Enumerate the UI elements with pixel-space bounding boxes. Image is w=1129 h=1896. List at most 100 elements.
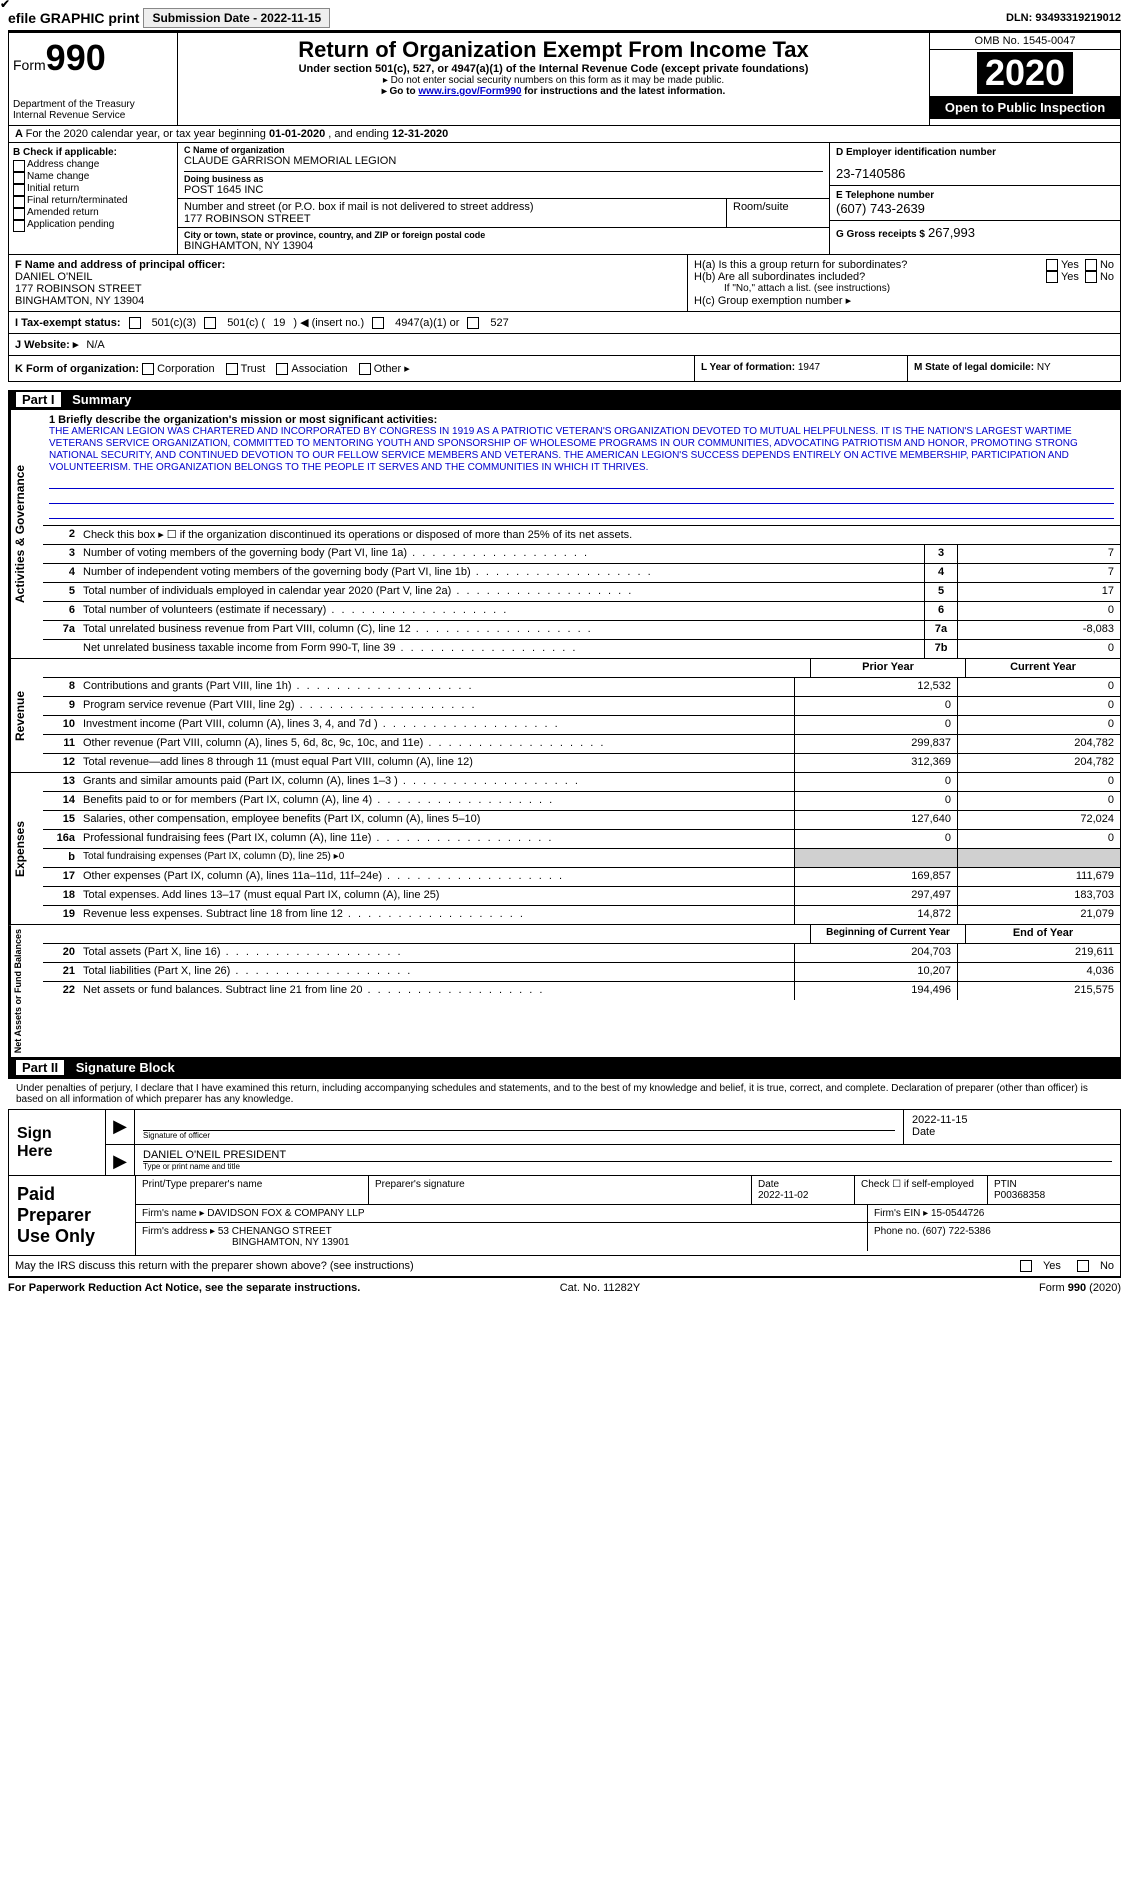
firm-phone-label: Phone no. xyxy=(874,1226,920,1237)
preparer-word: Preparer xyxy=(17,1205,127,1226)
chk-amended-return[interactable]: Amended return xyxy=(13,207,173,218)
l3-desc: Number of voting members of the governin… xyxy=(83,547,407,559)
firm-addr2: BINGHAMTON, NY 13901 xyxy=(142,1237,861,1248)
tax-exempt-row: I Tax-exempt status: 501(c)(3) 501(c) (1… xyxy=(8,312,1121,334)
discuss-no: No xyxy=(1100,1260,1114,1272)
l16b-no: b xyxy=(43,849,79,867)
part1-no: Part I xyxy=(16,392,61,407)
l5-no: 5 xyxy=(43,583,79,601)
form-note2: ▸ Go to www.irs.gov/Form990 for instruct… xyxy=(182,86,925,97)
hb-label: H(b) Are all subordinates included? xyxy=(694,271,1046,283)
chk-501c3[interactable] xyxy=(129,317,141,329)
line2: Check this box ▸ ☐ if the organization d… xyxy=(79,526,1120,544)
col-d: D Employer identification number 23-7140… xyxy=(829,143,1120,254)
ha-yes: Yes xyxy=(1061,259,1079,271)
chk-initial-return[interactable]: Initial return xyxy=(13,183,173,194)
l17-curr: 111,679 xyxy=(957,868,1120,886)
l18-prior: 297,497 xyxy=(794,887,957,905)
cat-no: Cat. No. 11282Y xyxy=(560,1282,641,1294)
discuss-yes-checkbox[interactable] xyxy=(1020,1260,1032,1272)
blank-line xyxy=(49,506,1114,519)
discuss-yes: Yes xyxy=(1043,1260,1061,1272)
street-cell: Number and street (or P.O. box if mail i… xyxy=(178,199,727,227)
ein-label: D Employer identification number xyxy=(836,147,1114,158)
paid-word: Paid xyxy=(17,1184,127,1205)
l17-desc: Other expenses (Part IX, column (A), lin… xyxy=(83,870,382,882)
prep-date-hdr: Date xyxy=(758,1179,848,1190)
l21-desc: Total liabilities (Part X, line 26) xyxy=(83,965,230,977)
l16b-prior xyxy=(794,849,957,867)
part2-title: Signature Block xyxy=(76,1060,175,1075)
signature-field[interactable]: Signature of officer xyxy=(135,1110,904,1144)
hb-no-checkbox[interactable] xyxy=(1085,271,1097,283)
pra-notice: For Paperwork Reduction Act Notice, see … xyxy=(8,1282,360,1294)
l22-desc: Net assets or fund balances. Subtract li… xyxy=(83,984,362,996)
group-return: H(a) Is this a group return for subordin… xyxy=(688,255,1120,311)
row-fh: F Name and address of principal officer:… xyxy=(8,255,1121,312)
discuss-no-checkbox[interactable] xyxy=(1077,1260,1089,1272)
form-ref: Form 990 (2020) xyxy=(1039,1282,1121,1294)
chk-final-return[interactable]: Final return/terminated xyxy=(13,195,173,206)
chk-other[interactable] xyxy=(359,363,371,375)
room-label: Room/suite xyxy=(733,201,823,213)
city-cell: City or town, state or province, country… xyxy=(178,228,829,254)
street-label: Number and street (or P.O. box if mail i… xyxy=(184,201,720,213)
chk-application-pending[interactable]: Application pending xyxy=(13,219,173,230)
l22-end: 215,575 xyxy=(957,982,1120,1000)
l16b-desc: Total fundraising expenses (Part IX, col… xyxy=(83,851,344,862)
ha-yes-checkbox[interactable] xyxy=(1046,259,1058,271)
omb-number: OMB No. 1545-0047 xyxy=(930,33,1120,50)
chk-name-change[interactable]: Name change xyxy=(13,171,173,182)
chk-4947[interactable] xyxy=(372,317,384,329)
officer-addr1: 177 ROBINSON STREET xyxy=(15,283,681,295)
l20-no: 20 xyxy=(43,944,79,962)
irs-link[interactable]: www.irs.gov/Form990 xyxy=(418,86,521,97)
chk-trust[interactable] xyxy=(226,363,238,375)
dln-label: DLN: 93493319219012 xyxy=(1006,12,1121,24)
expenses-section: Expenses 13Grants and similar amounts pa… xyxy=(8,773,1121,925)
sig-arrow-icon: ▶ xyxy=(106,1145,135,1175)
l7a-val: -8,083 xyxy=(957,621,1120,639)
firm-addr-label: Firm's address ▸ xyxy=(142,1226,215,1237)
chk-corporation[interactable] xyxy=(142,363,154,375)
city-label: City or town, state or province, country… xyxy=(184,230,823,240)
submission-date-button[interactable]: Submission Date - 2022-11-15 xyxy=(143,8,330,28)
chk-association[interactable] xyxy=(276,363,288,375)
chk-527[interactable] xyxy=(467,317,479,329)
hb-yes: Yes xyxy=(1061,271,1079,283)
hb-yes-checkbox[interactable] xyxy=(1046,271,1058,283)
ptin-label: PTIN xyxy=(994,1179,1114,1190)
chk-501c[interactable] xyxy=(204,317,216,329)
ein-cell: D Employer identification number 23-7140… xyxy=(830,143,1120,186)
street-value: 177 ROBINSON STREET xyxy=(184,213,720,225)
firm-addr1: 53 CHENANGO STREET xyxy=(218,1226,332,1237)
l12-desc: Total revenue—add lines 8 through 11 (mu… xyxy=(83,756,473,768)
l6-box: 6 xyxy=(924,602,957,620)
l6-desc: Total number of volunteers (estimate if … xyxy=(83,604,326,616)
sign-date-cell: 2022-11-15 Date xyxy=(904,1110,1120,1144)
signer-name: DANIEL O'NEIL PRESIDENT xyxy=(143,1149,1112,1161)
row-klm: K Form of organization: Corporation Trus… xyxy=(8,356,1121,382)
l7a-desc: Total unrelated business revenue from Pa… xyxy=(83,623,411,635)
l20-end: 219,611 xyxy=(957,944,1120,962)
l3-no: 3 xyxy=(43,545,79,563)
l11-prior: 299,837 xyxy=(794,735,957,753)
l13-curr: 0 xyxy=(957,773,1120,791)
form-note1: ▸ Do not enter social security numbers o… xyxy=(182,75,925,86)
chk-address-change[interactable]: Address change xyxy=(13,159,173,170)
mission-box: 1 Briefly describe the organization's mi… xyxy=(43,410,1120,526)
col-b-checkboxes: B Check if applicable: Address change Na… xyxy=(9,143,178,254)
ha-no: No xyxy=(1100,259,1114,271)
l16a-desc: Professional fundraising fees (Part IX, … xyxy=(83,832,371,844)
l8-no: 8 xyxy=(43,678,79,696)
hc-label: H(c) Group exemption number ▸ xyxy=(694,294,1114,307)
l10-no: 10 xyxy=(43,716,79,734)
hb-note: If "No," attach a list. (see instruction… xyxy=(694,283,1114,294)
top-bar: efile GRAPHIC print Submission Date - 20… xyxy=(8,8,1121,32)
year-end: 12-31-2020 xyxy=(392,128,448,140)
l7b-desc: Net unrelated business taxable income fr… xyxy=(83,642,395,654)
useonly-word: Use Only xyxy=(17,1226,127,1247)
ha-no-checkbox[interactable] xyxy=(1085,259,1097,271)
l19-desc: Revenue less expenses. Subtract line 18 … xyxy=(83,908,343,920)
year-begin: 01-01-2020 xyxy=(269,128,325,140)
